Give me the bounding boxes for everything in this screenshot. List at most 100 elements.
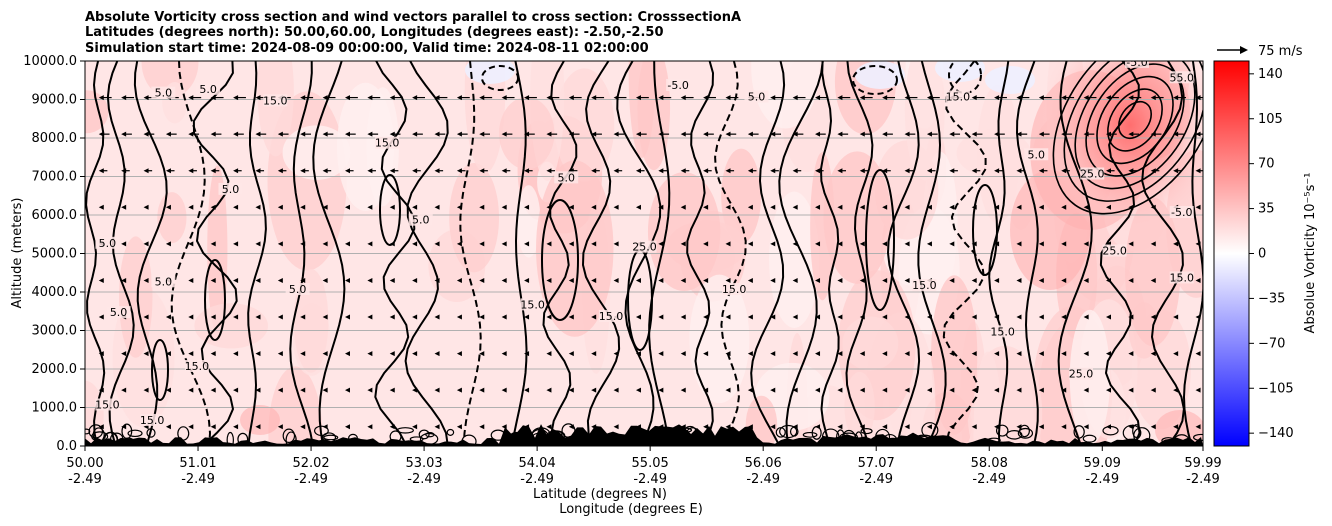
wind-vector-head	[98, 387, 104, 393]
vorticity-patch	[554, 68, 615, 182]
wind-vector-head	[949, 241, 955, 247]
wind-vector-head	[568, 277, 574, 283]
wind-vector-head	[277, 351, 283, 357]
wind-vector-head	[143, 277, 149, 283]
negative-vorticity-patch	[855, 61, 905, 89]
wind-vector-head	[434, 314, 440, 320]
contour-label: 5.0	[155, 275, 173, 288]
wind-vector-head	[904, 351, 910, 357]
contour-label: 5.0	[155, 87, 173, 100]
contour-line	[542, 61, 578, 446]
wind-vector-head	[367, 131, 373, 137]
wind-vector-head	[255, 95, 261, 101]
surface-contour-loop	[461, 434, 477, 446]
wind-vector-head	[859, 131, 865, 137]
x-tick-label-lon: -2.49	[972, 472, 1006, 487]
wind-vector-head	[344, 204, 350, 210]
surface-contour-loop	[811, 426, 822, 440]
wind-vector-head	[1128, 241, 1134, 247]
wind-vector-head	[815, 204, 821, 210]
contour-line	[988, 61, 1010, 446]
contour-label-background	[1169, 206, 1194, 218]
surface-contour-loop	[285, 431, 297, 446]
wind-vector-head	[322, 387, 328, 393]
x-tick-label-lat: 54.04	[519, 456, 556, 471]
wind-vector-head	[412, 241, 418, 247]
y-tick-label: 0.0	[56, 439, 77, 454]
contour-line	[1182, 61, 1203, 446]
wind-vector-head	[501, 277, 507, 283]
contour-label-background	[95, 398, 120, 411]
contour-loop	[204, 259, 226, 341]
wind-vector-head	[233, 424, 239, 430]
wind-vector-head	[300, 241, 306, 247]
wind-vector-head	[344, 387, 350, 393]
wind-vector-head	[904, 277, 910, 283]
wind-vector-head	[635, 314, 641, 320]
surface-contour-loop	[104, 431, 119, 446]
colorbar-tick-label: −70	[1258, 336, 1285, 351]
wind-vector-head	[412, 131, 418, 137]
wind-vector-head	[143, 168, 149, 174]
wind-vector-head	[703, 277, 709, 283]
wind-vector-head	[591, 131, 597, 137]
wind-vector-head	[188, 351, 194, 357]
wind-vector-head	[1038, 131, 1044, 137]
y-tick-label: 10000.0	[23, 54, 77, 69]
wind-vector-head	[837, 204, 843, 210]
wind-vector-head	[725, 351, 731, 357]
colorbar-tick-label: −140	[1258, 426, 1294, 441]
surface-contour-loop	[237, 432, 249, 446]
wind-vector-head	[949, 131, 955, 137]
surface-contour-loop	[1082, 434, 1097, 443]
wind-vector-head	[904, 387, 910, 393]
wind-vector-head	[971, 277, 977, 283]
wind-vector-head	[770, 351, 776, 357]
wind-vector-head	[456, 387, 462, 393]
wind-vector-head	[568, 351, 574, 357]
vorticity-patch	[973, 351, 1003, 446]
wind-vector-head	[165, 204, 171, 210]
wind-vector-head	[412, 424, 418, 430]
surface-contour-loop	[678, 427, 693, 433]
contour-label: 5.0	[199, 83, 217, 96]
contour-label-background	[1169, 71, 1194, 84]
negative-vorticity-patch	[465, 61, 515, 84]
wind-vector-head	[926, 204, 932, 210]
vorticity-patch	[336, 82, 395, 211]
vorticity-patch	[1125, 197, 1181, 347]
contour-line	[247, 61, 267, 446]
wind-vector-head	[1083, 204, 1089, 210]
wind-vector-head	[121, 131, 127, 137]
wind-vector-head	[725, 204, 731, 210]
wind-vector-head	[479, 314, 485, 320]
colorbar-tick-label: −35	[1258, 291, 1285, 306]
wind-vector-head	[1061, 95, 1067, 101]
wind-vector-head	[479, 241, 485, 247]
wind-vector-head	[456, 204, 462, 210]
wind-vector-head	[994, 387, 1000, 393]
wind-vector-head	[1105, 387, 1111, 393]
wind-vector-head	[233, 168, 239, 174]
wind-vector-head	[1173, 314, 1179, 320]
wind-vector-head	[770, 277, 776, 283]
vorticity-patch	[844, 371, 875, 442]
surface-contour-loop	[860, 427, 873, 435]
contour-label: 55.0	[1169, 71, 1194, 84]
wind-vector-head	[412, 387, 418, 393]
surface-contour-loop	[697, 434, 706, 442]
wind-vector-head	[815, 351, 821, 357]
wind-vector-head	[277, 131, 283, 137]
wind-vector-head	[479, 168, 485, 174]
wind-vector-head	[524, 277, 530, 283]
wind-vector-head	[1128, 387, 1134, 393]
wind-vector-head	[1083, 277, 1089, 283]
wind-vector-head	[1038, 387, 1044, 393]
colorbar-label: Absolue Vorticity 10⁻⁵s⁻¹	[1303, 173, 1318, 334]
surface-contour-loop	[995, 424, 1009, 437]
wind-vector-head	[1128, 314, 1134, 320]
wind-vector-head	[792, 351, 798, 357]
contour-line	[686, 61, 715, 446]
contour-label-background	[1069, 367, 1094, 380]
wind-vector-head	[1195, 314, 1201, 320]
